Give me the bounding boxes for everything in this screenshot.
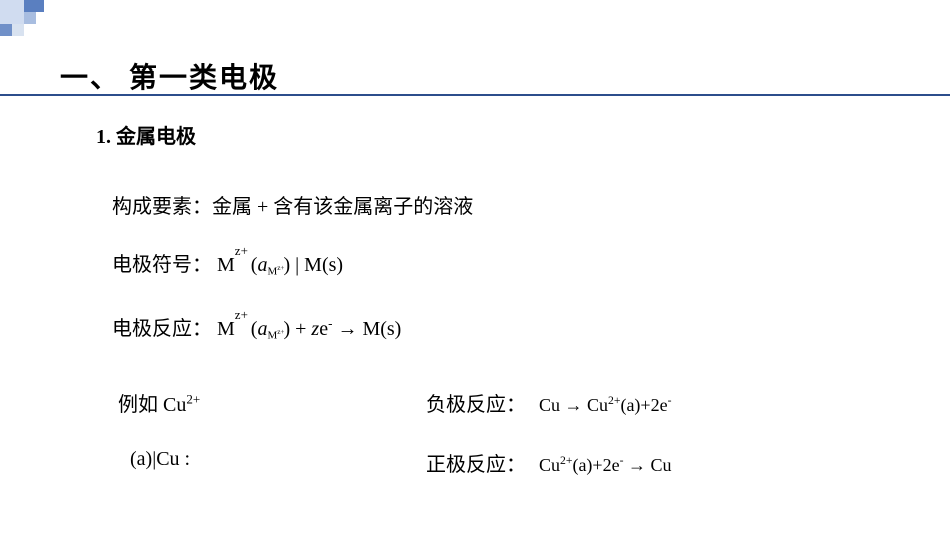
eq-text: (a)+2e <box>572 455 619 475</box>
pos-equation: Cu2+(a)+2e- → Cu <box>539 455 672 475</box>
sup-zplus: z+ <box>235 243 248 259</box>
eq-text: (a)+2e <box>620 395 667 415</box>
sym-M: M <box>217 254 235 276</box>
reaction-line: 电极反应： Mz+(aMz+) + ze- → M(s) <box>112 312 401 341</box>
negative-reaction-line: 负极反应： Cu → Cu2+(a)+2e- <box>426 388 671 417</box>
eq-text: → Cu <box>623 455 671 475</box>
example-sup: 2+ <box>186 391 200 406</box>
example-label: 例如 Cu <box>118 394 186 416</box>
section-title: 一、 第一类电极 <box>60 56 279 96</box>
neg-label: 负极反应： <box>426 394 526 416</box>
deco-square <box>0 0 24 24</box>
corner-decoration <box>0 0 60 40</box>
notation-label: 电极符号： <box>112 254 212 276</box>
deco-square <box>24 0 44 12</box>
subsection-title: 1. 金属电极 <box>96 120 196 149</box>
sup-zplus: z+ <box>235 307 248 323</box>
eq-sup: 2+ <box>608 394 620 407</box>
sub-M: M <box>267 266 277 278</box>
reaction-formula: Mz+(aMz+) + ze- → M(s) <box>217 318 401 340</box>
sub-M: M <box>267 330 277 342</box>
example-line-1: 例如 Cu2+ <box>118 388 200 417</box>
positive-reaction-line: 正极反应： Cu2+(a)+2e- → Cu <box>426 448 672 477</box>
sym-Ms: M(s) <box>362 318 401 340</box>
eq-text: Cu <box>539 455 560 475</box>
eq-sup: - <box>668 394 672 407</box>
deco-square <box>12 24 24 36</box>
eq-sup: 2+ <box>560 454 572 467</box>
sym-e: e <box>319 318 328 340</box>
reaction-label: 电极反应： <box>112 318 212 340</box>
sub-zplus: z+ <box>277 328 284 336</box>
composition-label: 构成要素： <box>112 196 212 218</box>
neg-equation: Cu → Cu2+(a)+2e- <box>539 395 671 415</box>
composition-text: 金属 + 含有该金属离子的溶液 <box>212 196 473 218</box>
op-arrow: → <box>332 318 362 340</box>
sub-zplus: z+ <box>277 264 284 272</box>
sym-M: M <box>217 318 235 340</box>
pos-label: 正极反应： <box>426 454 526 476</box>
op-plus: + <box>290 318 311 340</box>
sym-Ms: M(s) <box>304 254 343 276</box>
example-notation: (a)|Cu : <box>130 448 190 470</box>
sep-bar: | <box>290 254 304 276</box>
notation-formula: Mz+(aMz+) | M(s) <box>217 254 343 276</box>
sym-a: a <box>257 318 267 340</box>
deco-square <box>24 12 36 24</box>
example-line-2: (a)|Cu : <box>130 448 190 471</box>
notation-line: 电极符号： Mz+(aMz+) | M(s) <box>112 248 343 277</box>
eq-text: Cu → Cu <box>539 395 608 415</box>
sym-a: a <box>257 254 267 276</box>
deco-square <box>0 24 12 36</box>
composition-line: 构成要素：金属 + 含有该金属离子的溶液 <box>112 190 473 219</box>
